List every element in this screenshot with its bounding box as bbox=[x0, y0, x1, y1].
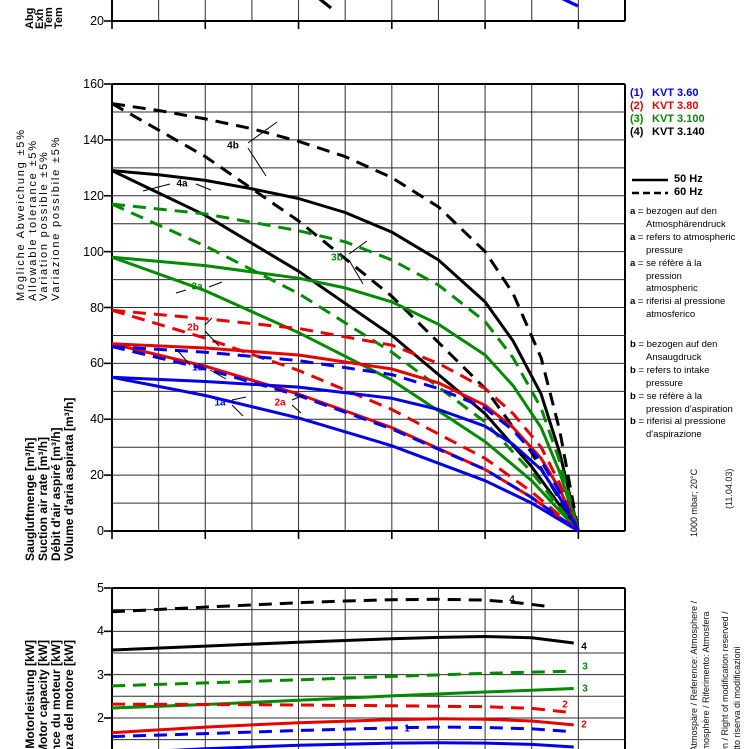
note-line: pression bbox=[646, 270, 682, 282]
y-tick-140: 140 bbox=[83, 132, 104, 147]
y-tick-80: 80 bbox=[90, 300, 104, 315]
legend-model-kvt-3.60: (1) KVT 3.60 bbox=[630, 87, 699, 99]
margin-text: (11.04.03) bbox=[724, 468, 734, 509]
exhaust-temp-axis-caption: Abg Exh Tem Tem bbox=[24, 7, 65, 29]
legend-60hz-label: 60 Hz bbox=[674, 186, 703, 198]
margin-text: tmosphère / Riferimento: Atmosfera bbox=[701, 611, 711, 749]
y-tick-120: 120 bbox=[83, 188, 104, 203]
y-tick-60: 60 bbox=[90, 356, 104, 371]
note-line: pressure bbox=[646, 244, 683, 256]
curve-label-3: 3 bbox=[582, 683, 588, 695]
legend-50hz-label: 50 Hz bbox=[674, 173, 703, 185]
note-line: Atmosphärendruck bbox=[646, 218, 726, 230]
note-line: a = se réfère à la bbox=[630, 257, 702, 269]
margin-text: 1000 mbar; 20°C bbox=[689, 468, 699, 537]
y-tick-4: 4 bbox=[97, 624, 104, 639]
y-tick-100: 100 bbox=[83, 244, 104, 259]
note-line: pressure bbox=[646, 377, 683, 389]
curve-label-2b: 2b bbox=[187, 322, 199, 334]
curve-label-3a: 3a bbox=[191, 281, 203, 293]
margin-text: : Atmospäre / Reference: Atmosphere / bbox=[689, 600, 699, 749]
caption-line: Variazione possibile ±5% bbox=[49, 135, 62, 301]
note-line: b = refers to intake bbox=[630, 364, 710, 376]
curve-label-4: 4 bbox=[581, 641, 587, 653]
note-atmospheric-reference: a = bezogen auf den Atmosphärendruck a = r… bbox=[630, 206, 750, 322]
note-line: b = bezogen auf den bbox=[630, 339, 718, 350]
y-tick-2: 2 bbox=[97, 710, 104, 725]
note-line: atmospheric bbox=[646, 283, 698, 295]
note-line: Ansaugdruck bbox=[646, 351, 702, 363]
y-tick-20: 20 bbox=[90, 14, 104, 28]
caption-line: Mögliche Abweichung ±5% bbox=[15, 128, 27, 301]
curve-label-4b: 4b bbox=[227, 140, 239, 152]
legend-model-kvt-3.140: (4) KVT 3.140 bbox=[630, 126, 705, 138]
caption-line: Potenza del motore [kW] bbox=[62, 640, 76, 749]
curve-label-4: 4 bbox=[509, 594, 515, 606]
power-axis-caption: Motorleistung [kW] Motor capacity [kW] Pui… bbox=[23, 640, 76, 749]
note-line: b = se réfère à la bbox=[630, 390, 703, 402]
curve-label-4a: 4a bbox=[176, 178, 188, 190]
tolerance-caption: Mögliche Abweichung ±5% Allowable toleran… bbox=[15, 128, 62, 301]
y-tick-5: 5 bbox=[97, 581, 104, 595]
curve-label-1b: 1b bbox=[192, 362, 204, 374]
note-line: a = bezogen auf den bbox=[630, 206, 717, 217]
note-line: pression d'aspiration bbox=[646, 403, 733, 415]
curve-label-2: 2 bbox=[562, 699, 568, 711]
note-line: a = refers to atmospheric bbox=[630, 231, 736, 243]
legend-model-kvt-3.80: (2) KVT 3.80 bbox=[630, 100, 699, 112]
note-intake-reference: b = bezogen auf den Ansaugdruck b = refers… bbox=[630, 339, 750, 442]
margin-text: des modifications / Sotto riserva di mod… bbox=[732, 646, 742, 749]
margin-text: vorbehalten / Right of modification rese… bbox=[720, 611, 730, 749]
legend-model-kvt-3.100: (3) KVT 3.100 bbox=[630, 113, 705, 125]
curve-label-1: 1 bbox=[404, 723, 410, 735]
curve-label-1a: 1a bbox=[214, 397, 226, 409]
curve-label-2: 2 bbox=[581, 719, 587, 731]
note-line: b = riferisi al pressione bbox=[630, 416, 726, 428]
note-line: a = riferisi al pressione bbox=[630, 296, 726, 308]
y-tick-20: 20 bbox=[90, 468, 104, 483]
curve-label-3: 3 bbox=[582, 661, 588, 673]
caption-line: Variation possible ±5% bbox=[38, 150, 50, 301]
y-tick-3: 3 bbox=[97, 667, 104, 682]
caption-line: Tem bbox=[52, 7, 65, 29]
y-tick-0: 0 bbox=[97, 524, 104, 538]
y-tick-160: 160 bbox=[83, 77, 104, 91]
y-tick-40: 40 bbox=[90, 412, 104, 427]
note-line: atmosferico bbox=[646, 309, 696, 321]
note-line: d'aspirazione bbox=[646, 429, 702, 441]
curve-label-3b: 3b bbox=[331, 252, 343, 264]
curve-label-2a: 2a bbox=[274, 397, 286, 409]
